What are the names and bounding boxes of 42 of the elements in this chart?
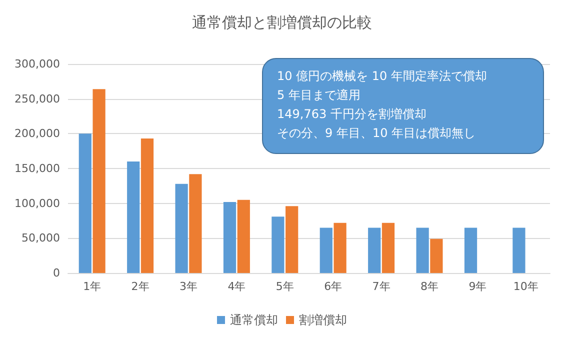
annotation: 5 年目まで適用 [277,87,362,104]
y-tick-label: 100,000 [14,196,60,210]
bar [368,228,381,273]
y-tick-label: 200,000 [14,127,60,140]
y-tick-label: 50,000 [22,232,60,245]
bar [237,200,250,273]
bar [430,238,443,273]
chart-title: 通常償却と割増償却の比較 [192,14,372,32]
y-tick-label: 300,000 [14,58,60,70]
bar [189,174,202,273]
x-tick-label: 6年 [324,280,342,293]
bar [223,202,236,273]
bar [382,222,395,273]
x-tick-label: 8年 [420,280,438,293]
bar [175,184,188,273]
x-tick-label: 2年 [131,280,150,293]
x-tick-label: 4年 [228,280,246,293]
bar [127,162,140,273]
x-tick-label: 9年 [468,280,487,293]
bar [416,228,429,273]
y-tick-label: 250,000 [14,92,60,106]
bar [512,228,526,273]
x-tick-label: 1年 [83,280,102,293]
bar [272,216,284,273]
annotation: 149,763 千円分を割増償却 [277,106,428,123]
bar [140,138,154,273]
bar [320,228,332,273]
legend-label: 割増償却 [299,313,347,327]
y-tick-label: 150,000 [14,162,60,175]
x-tick-label: 5年 [276,280,294,293]
x-tick-label: 3年 [180,280,198,293]
y-tick-label: 0 [53,266,60,280]
bar [464,228,478,273]
annotation: 10 億円の機械を 10 年間定率法で償却 [277,68,488,85]
bar [286,206,298,273]
x-tick-label: 7年 [372,280,390,293]
annotation: その分、9 年目、10 年目は償却無し [277,125,477,142]
legend-label: 通常償却 [230,313,278,327]
bar [92,89,106,273]
bar [334,222,346,273]
bar [78,134,92,273]
x-tick-label: 10年 [513,280,538,293]
